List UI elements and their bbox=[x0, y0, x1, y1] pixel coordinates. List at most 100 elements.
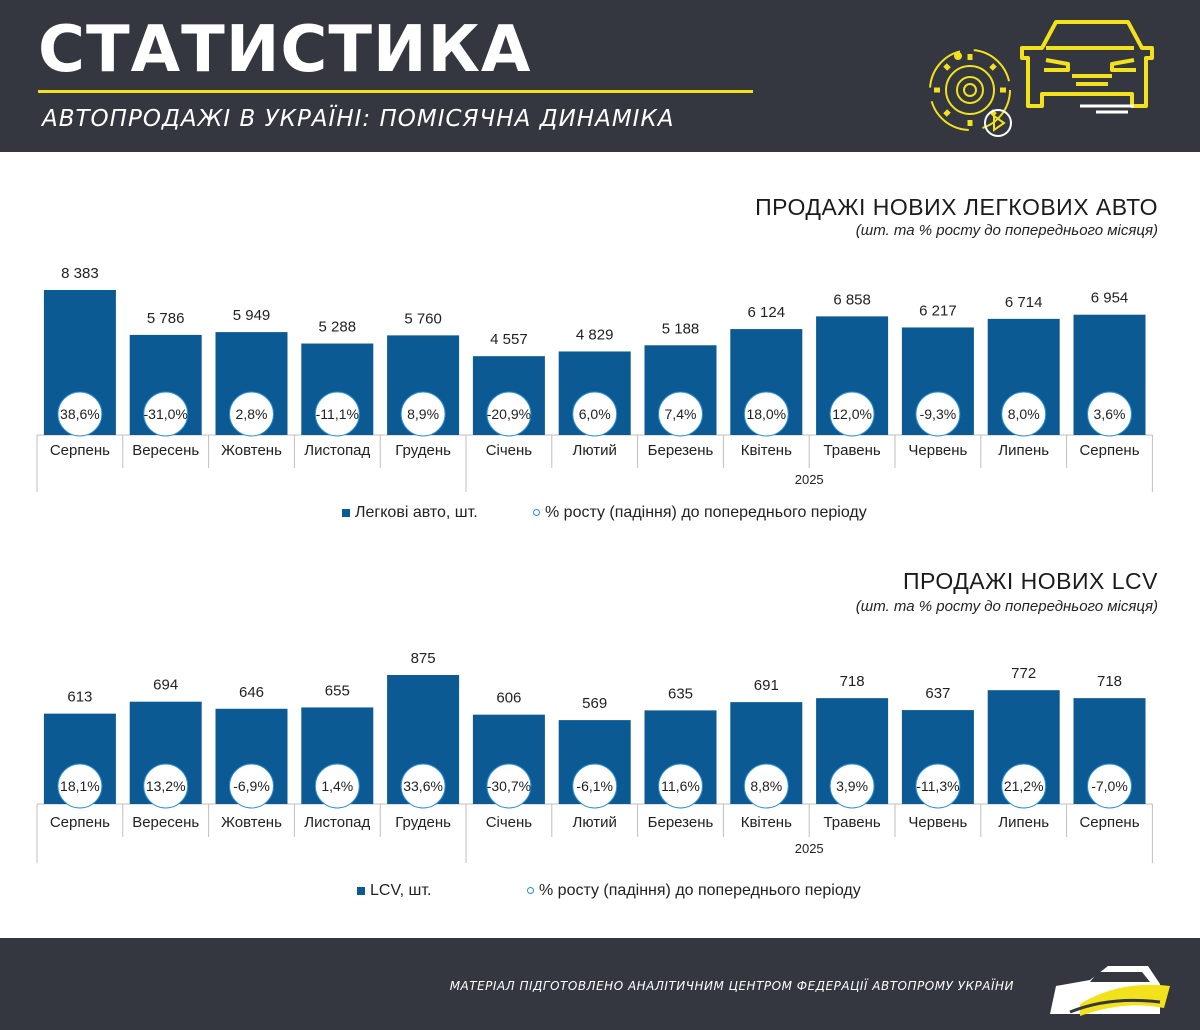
data-label: 772 bbox=[1011, 665, 1036, 682]
x-tick-label: Жовтень bbox=[221, 814, 282, 831]
growth-label: -11,1% bbox=[316, 406, 359, 422]
title-underline bbox=[38, 90, 753, 93]
growth-circle bbox=[1087, 763, 1132, 809]
x-tick-label: Листопад bbox=[304, 814, 370, 831]
data-label: 691 bbox=[754, 677, 779, 694]
data-label: 635 bbox=[668, 685, 693, 702]
growth-circle bbox=[486, 763, 532, 809]
car-icon bbox=[1020, 20, 1154, 114]
growth-circle bbox=[829, 763, 875, 809]
data-label: 5 760 bbox=[404, 310, 442, 327]
x-tick-label: Грудень bbox=[395, 442, 451, 459]
growth-circle bbox=[400, 391, 446, 437]
x-tick-label: Серпень bbox=[50, 442, 110, 459]
growth-circle bbox=[743, 763, 789, 809]
data-label: 5 786 bbox=[147, 310, 185, 327]
x-tick-label: Квітень bbox=[741, 442, 792, 459]
passenger-cars-chart: ПРОДАЖІ НОВИХ ЛЕГКОВИХ АВТО (шт. та % ро… bbox=[0, 152, 1200, 542]
data-label: 613 bbox=[67, 689, 92, 706]
growth-circle bbox=[143, 763, 189, 809]
growth-label: -31,0% bbox=[144, 406, 188, 422]
year-group-label: 2025 bbox=[795, 472, 824, 487]
growth-label: 18,0% bbox=[746, 406, 786, 422]
data-label: 6 217 bbox=[919, 302, 957, 319]
header-illustration bbox=[929, 20, 1154, 137]
footer-credit: МАТЕРІАЛ ПІДГОТОВЛЕНО АНАЛІТИЧНИМ ЦЕНТРО… bbox=[449, 979, 1014, 993]
growth-label: -6,1% bbox=[576, 778, 613, 794]
x-tick-label: Травень bbox=[823, 814, 880, 831]
data-label: 637 bbox=[925, 685, 950, 702]
x-tick-label: Листопад bbox=[304, 442, 370, 459]
growth-circle bbox=[314, 763, 360, 809]
data-label: 6 714 bbox=[1005, 294, 1043, 311]
x-tick-label: Червень bbox=[908, 814, 967, 831]
x-tick-label: Січень bbox=[486, 442, 533, 459]
legend-circle-label: % росту (падіння) до попереднього період… bbox=[539, 882, 861, 899]
growth-label: 18,1% bbox=[60, 778, 100, 794]
data-label: 606 bbox=[496, 690, 521, 707]
legend-circle-swatch bbox=[527, 887, 534, 895]
data-label: 655 bbox=[325, 682, 350, 699]
x-tick-label: Березень bbox=[648, 814, 714, 831]
x-tick-label: Жовтень bbox=[221, 442, 282, 459]
growth-label: 3,9% bbox=[836, 778, 868, 794]
growth-circle bbox=[229, 391, 274, 437]
growth-label: 12,0% bbox=[832, 406, 872, 422]
x-tick-label: Лютий bbox=[572, 814, 616, 831]
legend-bar-swatch bbox=[342, 508, 350, 517]
x-tick-label: Травень bbox=[823, 442, 880, 459]
data-label: 5 188 bbox=[662, 320, 700, 337]
x-tick-label: Лютий bbox=[572, 442, 616, 459]
data-label: 6 954 bbox=[1091, 290, 1129, 307]
growth-circle bbox=[486, 391, 532, 437]
x-tick-label: Січень bbox=[486, 814, 533, 831]
footer-banner: МАТЕРІАЛ ПІДГОТОВЛЕНО АНАЛІТИЧНИМ ЦЕНТРО… bbox=[0, 938, 1200, 1030]
data-label: 4 557 bbox=[490, 331, 528, 348]
chart-subtitle: (шт. та % росту до попереднього місяця) bbox=[855, 222, 1158, 239]
legend-circle: % росту (падіння) до попереднього період… bbox=[533, 504, 867, 522]
growth-circle bbox=[572, 391, 618, 437]
growth-circle bbox=[743, 391, 789, 437]
data-label: 646 bbox=[239, 684, 264, 701]
growth-circle bbox=[829, 391, 875, 437]
chart-title: ПРОДАЖІ НОВИХ LCV bbox=[902, 568, 1158, 594]
growth-label: 6,0% bbox=[579, 406, 611, 422]
growth-label: -9,3% bbox=[920, 406, 957, 422]
page-subtitle: АВТОПРОДАЖІ В УКРАЇНІ: ПОМІСЯЧНА ДИНАМІК… bbox=[42, 106, 675, 132]
data-label: 5 288 bbox=[319, 319, 357, 336]
growth-label: -7,0% bbox=[1091, 778, 1128, 794]
legend-bar-label: LCV, шт. bbox=[370, 882, 432, 899]
legend-circle-swatch bbox=[533, 509, 540, 517]
growth-label: 11,6% bbox=[661, 778, 700, 794]
x-tick-label: Березень bbox=[648, 442, 714, 459]
growth-circle bbox=[57, 391, 103, 437]
growth-circle bbox=[658, 391, 703, 437]
legend-circle-label: % росту (падіння) до попереднього період… bbox=[545, 504, 867, 521]
growth-circle bbox=[1001, 391, 1047, 437]
growth-label: -11,3% bbox=[916, 778, 959, 794]
passenger-cars-plot: 8 383 38,6% Серпень 5 786 -31,0% Вересень 5 94… bbox=[36, 265, 1153, 492]
growth-label: 1,4% bbox=[321, 778, 353, 794]
growth-label: 8,9% bbox=[407, 406, 439, 422]
lcv-chart: ПРОДАЖІ НОВИХ LCV (шт. та % росту до поп… bbox=[0, 542, 1200, 932]
x-tick-label: Липень bbox=[998, 442, 1049, 459]
legend-bar: Легкові авто, шт. bbox=[342, 504, 478, 522]
legend-bar: LCV, шт. bbox=[357, 882, 431, 900]
data-label: 875 bbox=[411, 650, 436, 667]
growth-label: 7,4% bbox=[665, 406, 697, 422]
growth-label: 8,8% bbox=[750, 778, 782, 794]
x-tick-label: Серпень bbox=[1079, 442, 1139, 459]
data-label: 5 949 bbox=[233, 307, 271, 324]
chart-subtitle: (шт. та % росту до попереднього місяця) bbox=[855, 598, 1158, 615]
growth-label: 3,6% bbox=[1094, 406, 1126, 422]
growth-circle bbox=[1001, 763, 1047, 809]
growth-label: 13,2% bbox=[146, 778, 186, 794]
x-tick-label: Серпень bbox=[1079, 814, 1139, 831]
data-label: 6 124 bbox=[748, 304, 786, 321]
data-label: 4 829 bbox=[576, 326, 614, 343]
x-tick-label: Квітень bbox=[741, 814, 792, 831]
x-tick-label: Серпень bbox=[50, 814, 110, 831]
data-label: 8 383 bbox=[61, 265, 99, 282]
growth-label: 38,6% bbox=[60, 406, 100, 422]
data-label: 6 858 bbox=[833, 291, 871, 308]
